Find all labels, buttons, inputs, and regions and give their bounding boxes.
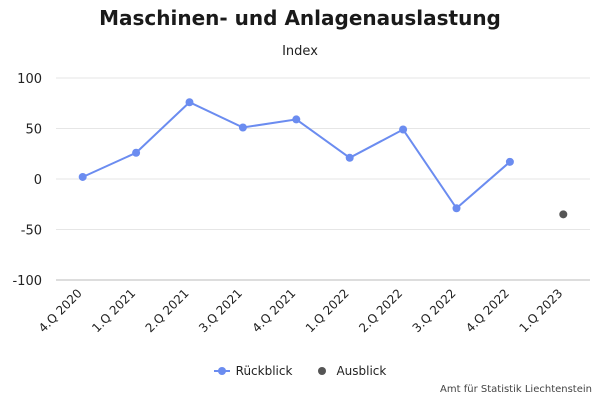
- x-tick-label: 4.Q 2021: [249, 286, 298, 335]
- x-tick-label: 4.Q 2022: [463, 286, 512, 335]
- y-tick-label: -100: [12, 274, 42, 289]
- data-point: [399, 125, 408, 134]
- x-tick-label: 4.Q 2020: [36, 286, 85, 335]
- x-tick-label: 1.Q 2023: [516, 286, 565, 335]
- data-point: [505, 157, 514, 166]
- data-point: [452, 204, 461, 213]
- source-credit: Amt für Statistik Liechtenstein: [440, 384, 592, 395]
- legend-label-ausblick: Ausblick: [336, 364, 387, 378]
- x-tick-label: 3.Q 2021: [196, 286, 245, 335]
- data-point: [132, 148, 141, 157]
- y-tick-label: 50: [25, 123, 42, 138]
- x-tick-label: 1.Q 2022: [303, 286, 352, 335]
- x-tick-label: 3.Q 2022: [410, 286, 459, 335]
- y-tick-label: -50: [21, 224, 42, 239]
- legend-item-ausblick[interactable]: Ausblick: [314, 364, 386, 378]
- data-point: [345, 153, 354, 162]
- data-point: [292, 115, 301, 124]
- data-point: [238, 123, 247, 132]
- y-tick-label: 0: [34, 173, 42, 188]
- y-tick-label: 100: [17, 72, 42, 87]
- x-tick-label: 2.Q 2022: [356, 286, 405, 335]
- data-point: [185, 98, 194, 107]
- legend-label-rueckblick: Rückblick: [235, 364, 293, 378]
- legend-item-rueckblick[interactable]: Rückblick: [213, 364, 293, 378]
- chart-title: Maschinen- und Anlagenauslastung: [99, 6, 501, 30]
- data-point: [78, 172, 87, 181]
- x-tick-label: 2.Q 2021: [143, 286, 192, 335]
- legend-swatch-ausblick: [314, 366, 330, 376]
- x-tick-label: 1.Q 2021: [89, 286, 138, 335]
- legend-swatch-rueckblick: [213, 366, 230, 376]
- legend: Rückblick Ausblick: [0, 364, 600, 378]
- chart-subtitle: Index: [282, 44, 318, 59]
- data-point: [559, 210, 568, 219]
